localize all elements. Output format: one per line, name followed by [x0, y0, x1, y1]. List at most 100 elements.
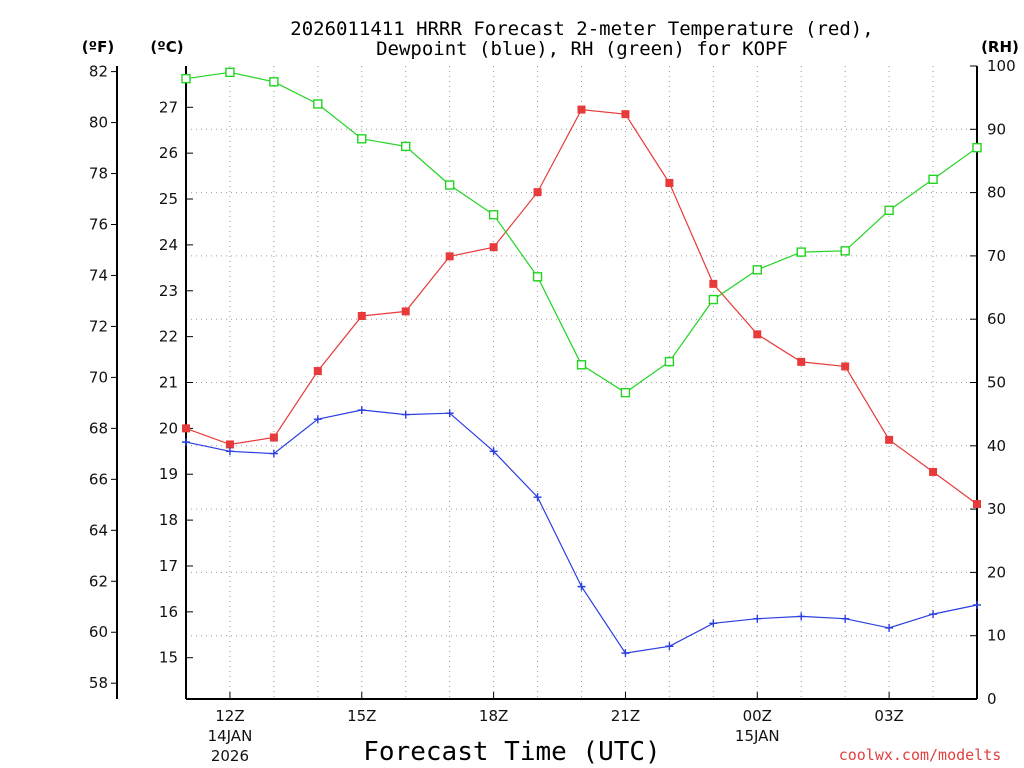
rh-tick-label: 20	[987, 563, 1006, 581]
celsius-tick-label: 22	[159, 328, 178, 346]
rh-tick-label: 40	[987, 437, 1006, 455]
temperature-point	[577, 105, 586, 114]
fahrenheit-tick-label: 78	[89, 165, 108, 183]
dewpoint-point	[533, 493, 542, 502]
temperature-point	[357, 311, 366, 320]
dewpoint-point	[841, 614, 850, 623]
temperature-point	[841, 362, 850, 371]
temperature-point	[885, 435, 894, 444]
celsius-tick-label: 17	[159, 557, 178, 575]
fahrenheit-tick-label: 66	[89, 470, 108, 488]
fahrenheit-unit-label: (ºF)	[82, 38, 114, 56]
dewpoint-point	[621, 649, 630, 658]
dewpoint-point	[401, 410, 410, 419]
dewpoint-point	[665, 642, 674, 651]
rh-tick-label: 60	[987, 310, 1006, 328]
temperature-point	[269, 433, 278, 442]
rh-point	[620, 387, 631, 398]
x-tick-label: 18Z	[479, 707, 508, 725]
dewpoint-point	[577, 582, 586, 591]
rh-tick-label: 0	[987, 690, 997, 708]
x-tick-label: 15Z	[347, 707, 376, 725]
temperature-point	[621, 110, 630, 119]
dewpoint-point	[929, 610, 938, 619]
dewpoint-point	[489, 447, 498, 456]
x-tick-date-label: 15JAN	[735, 727, 780, 745]
x-tick-year-label: 2026	[211, 747, 249, 765]
dewpoint-point	[973, 600, 981, 609]
temperature-point	[973, 500, 981, 509]
rh-point	[444, 180, 455, 190]
fahrenheit-tick-label: 64	[89, 521, 108, 539]
dewpoint-point	[313, 415, 322, 424]
celsius-tick-label: 24	[159, 236, 178, 254]
rh-point	[708, 294, 719, 305]
fahrenheit-tick-label: 68	[89, 419, 108, 437]
celsius-tick-label: 23	[159, 282, 178, 300]
celsius-tick-label: 21	[159, 374, 178, 392]
fahrenheit-tick-label: 60	[89, 623, 108, 641]
celsius-tick-label: 18	[159, 511, 178, 529]
temperature-point	[445, 252, 454, 261]
temperature-point	[533, 188, 542, 197]
celsius-tick-label: 27	[159, 98, 178, 116]
temperature-point	[709, 279, 718, 288]
rh-point	[884, 205, 894, 216]
dewpoint-point	[225, 447, 234, 456]
dewpoint-point	[709, 619, 718, 628]
rh-point	[928, 174, 938, 185]
series-layer	[181, 67, 982, 658]
x-tick-label: 03Z	[874, 707, 903, 725]
temperature-point	[489, 243, 498, 252]
rh-tick-label: 80	[987, 184, 1006, 202]
x-tick-label: 12Z	[215, 707, 244, 725]
x-tick-date-label: 14JAN	[208, 727, 253, 745]
celsius-tick-label: 15	[159, 649, 178, 667]
fahrenheit-tick-label: 72	[89, 317, 108, 335]
credit-text: coolwx.com/modelts	[839, 746, 1002, 764]
rh-unit-label: (RH)	[981, 38, 1019, 56]
celsius-tick-label: 25	[159, 190, 178, 208]
rh-point	[840, 246, 850, 256]
temperature-point	[797, 357, 806, 366]
rh-point	[532, 272, 543, 282]
chart-title-line2: Dewpoint (blue), RH (green) for KOPF	[376, 38, 788, 60]
temperature-point	[182, 424, 190, 433]
dewpoint-point	[797, 612, 806, 621]
fahrenheit-tick-label: 74	[89, 266, 108, 284]
rh-point	[796, 247, 806, 257]
celsius-tick-label: 16	[159, 603, 178, 621]
temperature-point	[401, 307, 410, 316]
fahrenheit-tick-label: 62	[89, 572, 108, 590]
rh-point	[664, 356, 675, 367]
dewpoint-point	[445, 409, 454, 418]
x-tick-label: 21Z	[611, 707, 640, 725]
chart-title-line1: 2026011411 HRRR Forecast 2-meter Tempera…	[290, 18, 873, 40]
dewpoint-point	[357, 406, 366, 415]
rh-tick-label: 100	[987, 57, 1016, 75]
rh-point	[972, 142, 982, 153]
temperature-point	[225, 440, 234, 449]
rh-tick-label: 50	[987, 374, 1006, 392]
fahrenheit-tick-label: 76	[89, 216, 108, 234]
dewpoint-point	[269, 449, 278, 458]
rh-point	[488, 210, 499, 220]
rh-tick-label: 70	[987, 247, 1006, 265]
rh-point	[401, 141, 411, 152]
rh-tick-label: 10	[987, 627, 1006, 645]
rh-point	[225, 67, 235, 78]
x-axis-label: Forecast Time (UTC)	[363, 737, 660, 767]
rh-point	[313, 99, 323, 109]
celsius-tick-label: 19	[159, 465, 178, 483]
dewpoint-point	[885, 623, 894, 632]
dewpoint-point	[182, 438, 190, 447]
x-tick-label: 00Z	[743, 707, 772, 725]
fahrenheit-tick-label: 70	[89, 368, 108, 386]
rh-tick-label: 30	[987, 500, 1006, 518]
ticks-layer: 15 16 17 18 19 20 21 22 23 24 25 26 27 58 60 62 64 66 68 70…	[89, 57, 1016, 765]
celsius-tick-label: 26	[159, 144, 178, 162]
dewpoint-point	[753, 614, 762, 623]
temperature-point	[753, 330, 762, 339]
